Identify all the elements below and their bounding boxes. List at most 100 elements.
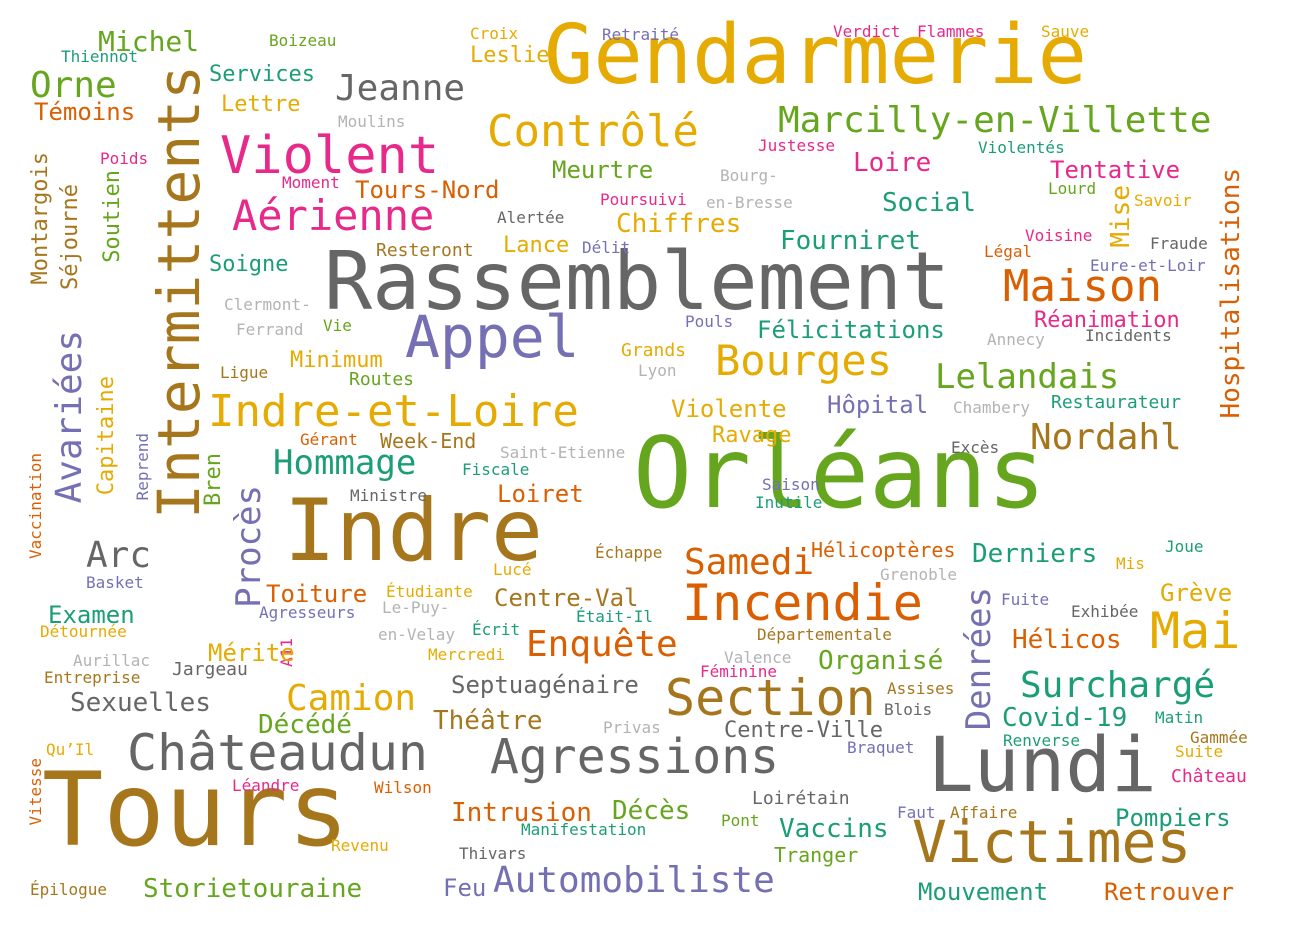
word-intermittents: Intermittents bbox=[145, 65, 213, 519]
word-retrouver: Retrouver bbox=[1104, 878, 1235, 906]
word-violente: Violente bbox=[671, 395, 787, 423]
word-decede: Décédé bbox=[258, 710, 352, 740]
word-quil: Qu’Il bbox=[46, 740, 95, 759]
word-basket: Basket bbox=[86, 573, 144, 592]
word-deces: Décès bbox=[612, 796, 691, 826]
word-lyon: Lyon bbox=[638, 361, 677, 380]
word-departementale: Départementale bbox=[757, 625, 892, 644]
word-septuagenaire: Septuagénaire bbox=[451, 671, 639, 699]
word-helicos: Hélicos bbox=[1012, 625, 1122, 655]
word-ligue: Ligue bbox=[220, 363, 269, 382]
word-aerienne: Aérienne bbox=[232, 191, 435, 240]
word-reanimation: Réanimation bbox=[1034, 308, 1180, 333]
word-vie: Vie bbox=[323, 316, 352, 335]
word-vaccins: Vaccins bbox=[779, 814, 889, 844]
word-samedi: Samedi bbox=[684, 542, 815, 583]
word-moment: Moment bbox=[282, 173, 340, 192]
word-verdict: Verdict bbox=[833, 22, 901, 41]
word-michel: Michel bbox=[98, 25, 200, 58]
word-echappe: Échappe bbox=[595, 543, 663, 562]
word-soutien: Soutien bbox=[100, 170, 125, 263]
word-thiennot: Thiennot bbox=[61, 47, 139, 66]
word-pont: Pont bbox=[721, 811, 760, 830]
word-loiret: Loiret bbox=[497, 480, 584, 508]
word-controle: Contrôlé bbox=[487, 106, 699, 157]
word-inutile: Inutile bbox=[755, 493, 823, 512]
word-vitesse: Vitesse bbox=[26, 758, 45, 826]
word-clermont: Clermont- bbox=[224, 295, 311, 314]
word-moulins: Moulins bbox=[338, 112, 406, 131]
word-savoir: Savoir bbox=[1134, 191, 1192, 210]
word-hommage: Hommage bbox=[273, 443, 417, 483]
word-jargeau: Jargeau bbox=[172, 659, 248, 680]
word-incendie: Incendie bbox=[682, 574, 923, 632]
word-alertee: Alertée bbox=[497, 208, 565, 227]
word-sexuelles: Sexuelles bbox=[70, 688, 211, 718]
word-agresseurs: Agresseurs bbox=[259, 603, 356, 622]
word-chiffres: Chiffres bbox=[616, 209, 742, 239]
word-mise: Mise bbox=[1106, 185, 1136, 248]
word-le-puy: Le-Puy- bbox=[382, 598, 450, 617]
word-camion: Camion bbox=[286, 678, 417, 719]
word-legal: Légal bbox=[984, 242, 1033, 261]
word-renverse: Renverse bbox=[1003, 731, 1081, 750]
word-temoins: Témoins bbox=[34, 98, 136, 126]
word-minimum: Minimum bbox=[290, 348, 383, 373]
word-week-end: Week-End bbox=[380, 429, 477, 453]
word-gendarmerie: Gendarmerie bbox=[544, 8, 1088, 103]
word-ferrand: Ferrand bbox=[236, 320, 304, 339]
word-orleans: Orléans bbox=[633, 417, 1047, 531]
word-meurtre: Meurtre bbox=[552, 156, 654, 184]
word-faut: Faut bbox=[897, 803, 936, 822]
word-violentes: Violentés bbox=[978, 138, 1065, 157]
word-exhibee: Exhibée bbox=[1071, 602, 1139, 621]
word-luce: Lucé bbox=[493, 560, 532, 579]
word-lettre: Lettre bbox=[221, 92, 301, 117]
word-capitaine: Capitaine bbox=[94, 376, 119, 496]
word-maison: Maison bbox=[1003, 261, 1162, 312]
word-section: Section bbox=[665, 669, 876, 727]
word-denrees: Denrées bbox=[959, 587, 999, 731]
word-bourges: Bourges bbox=[715, 336, 893, 385]
word-examen: Examen bbox=[48, 601, 135, 629]
word-leandre: Léandre bbox=[232, 776, 300, 795]
word-poids: Poids bbox=[100, 149, 149, 168]
word-tentative: Tentative bbox=[1050, 156, 1181, 184]
word-rassemblement: Rassemblement bbox=[324, 235, 951, 328]
word-poursuivi: Poursuivi bbox=[600, 190, 687, 209]
word-greve: Grève bbox=[1160, 579, 1233, 607]
word-appel: Appel bbox=[405, 303, 580, 371]
word-blois: Blois bbox=[884, 700, 933, 719]
word-restaurateur: Restaurateur bbox=[1051, 392, 1182, 413]
word-voisine: Voisine bbox=[1025, 226, 1093, 245]
word-tranger: Tranger bbox=[774, 843, 859, 867]
word-avariees: Avariées bbox=[49, 330, 90, 504]
word-montargois: Montargois bbox=[28, 152, 53, 285]
word-annecy: Annecy bbox=[987, 330, 1045, 349]
word-organise: Organisé bbox=[818, 646, 944, 676]
word-helicopteres: Hélicoptères bbox=[811, 538, 956, 562]
word-hospitalisations: Hospitalisations bbox=[1216, 168, 1246, 419]
word-flammes: Flammes bbox=[917, 22, 985, 41]
word-tours: Tours bbox=[42, 751, 350, 870]
word-aurillac: Aurillac bbox=[73, 651, 151, 670]
word-chambery: Chambery bbox=[953, 398, 1031, 417]
word-bourg: Bourg- bbox=[720, 166, 778, 185]
word-derniers: Derniers bbox=[972, 539, 1098, 569]
word-social: Social bbox=[882, 188, 976, 218]
word-covid: Covid-19 bbox=[1002, 703, 1128, 733]
word-services: Services bbox=[209, 62, 315, 87]
word-chateaudun: Châteaudun bbox=[127, 724, 429, 782]
word-revenu: Revenu bbox=[331, 836, 389, 855]
word-valence: Valence bbox=[724, 648, 792, 667]
word-storietouraine: Storietouraine bbox=[143, 874, 363, 904]
word-pouls: Pouls bbox=[685, 312, 734, 331]
word-jeanne: Jeanne bbox=[335, 68, 466, 109]
word-tours-nord: Tours-Nord bbox=[355, 176, 500, 204]
word-croix: Croix bbox=[470, 24, 519, 43]
word-affaire: Affaire bbox=[950, 803, 1018, 822]
word-en-bresse: en-Bresse bbox=[706, 193, 793, 212]
word-loiretain: Loirétain bbox=[752, 788, 850, 809]
word-centre-val: Centre-Val bbox=[494, 584, 639, 612]
